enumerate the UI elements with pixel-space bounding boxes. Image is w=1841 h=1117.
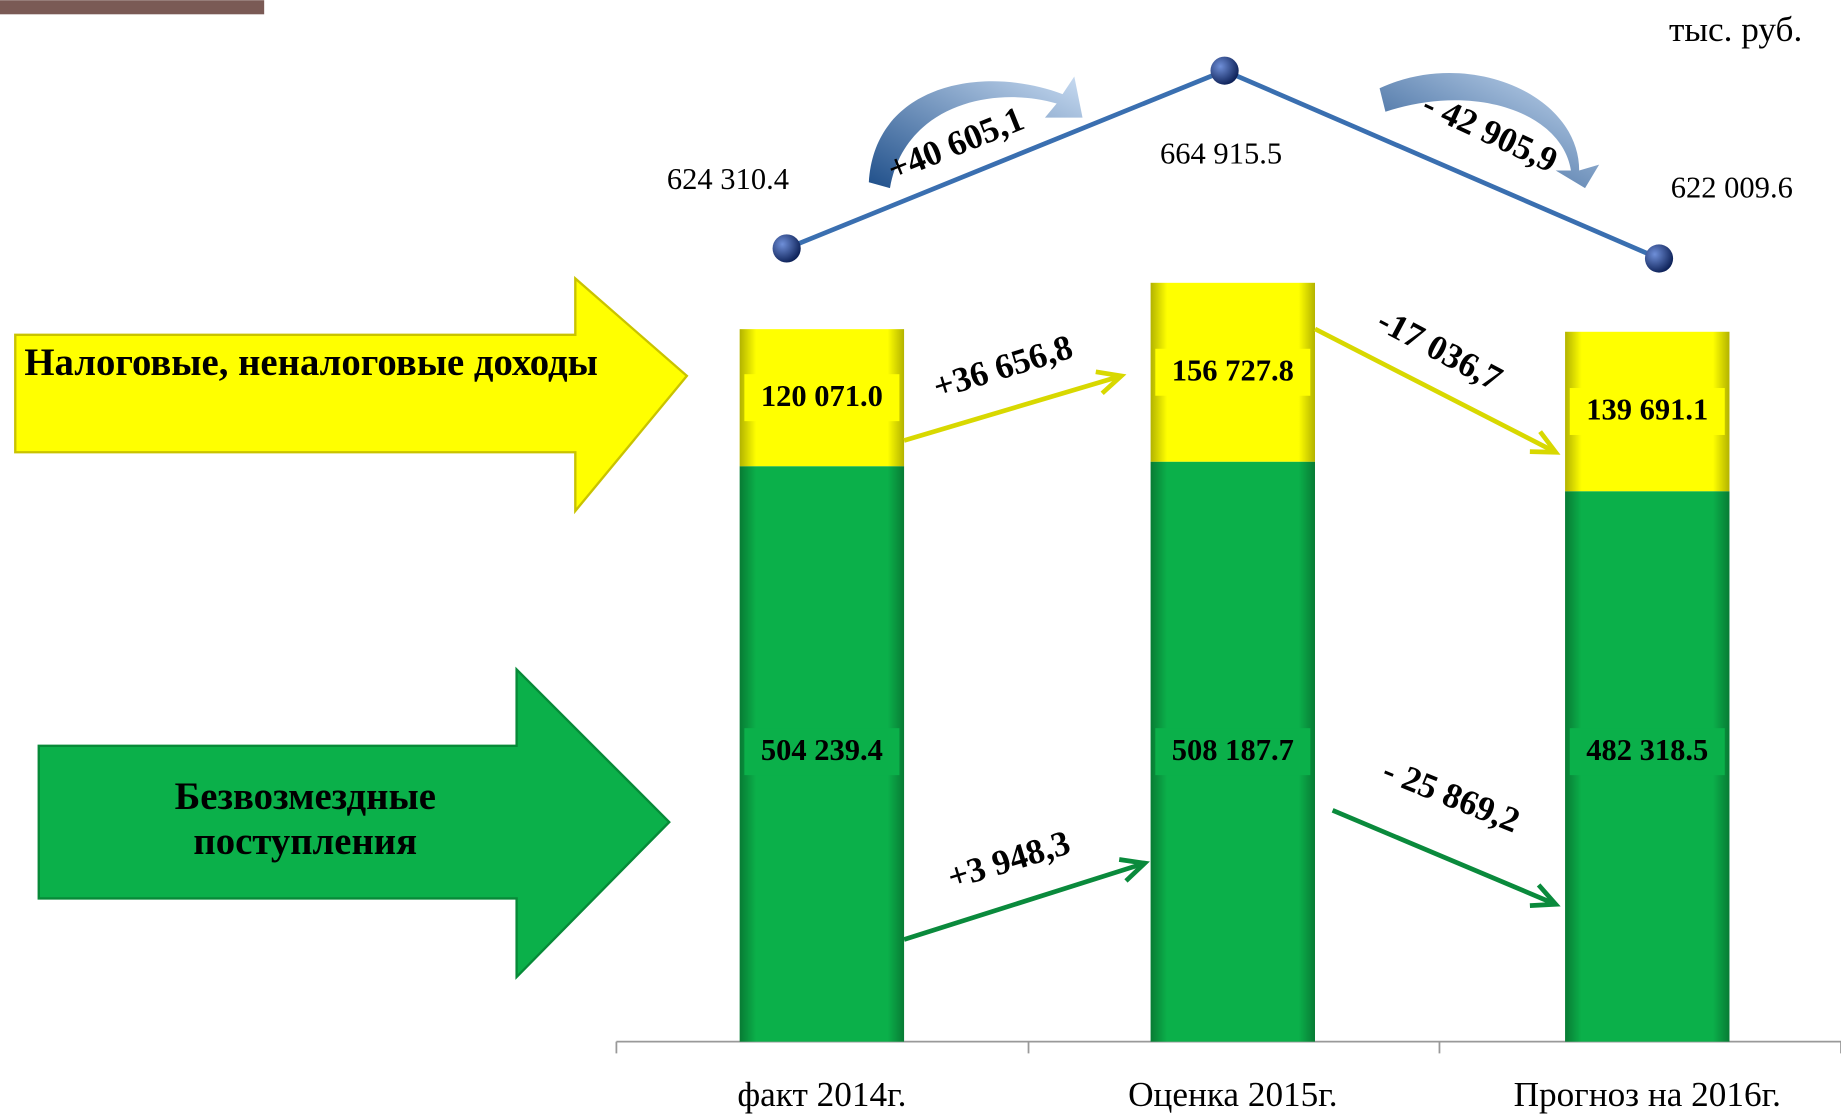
- value-label-box: [1569, 728, 1725, 776]
- totals-point: [1644, 244, 1674, 273]
- totals-point: [1210, 56, 1239, 85]
- value-label: 120 071.0: [761, 379, 883, 413]
- value-label-box: [1569, 388, 1725, 435]
- value-label: 156 727.8: [1172, 353, 1294, 387]
- value-label-box: [1155, 348, 1311, 396]
- legend-entry: Налоговые, неналоговые доходы: [24, 341, 598, 385]
- legend-text: Безвозмездные поступления: [174, 776, 436, 864]
- totals-label: 664 915.5: [1160, 136, 1282, 170]
- x-tick-label: факт 2014г.: [737, 1075, 906, 1114]
- change-arrow: [1331, 808, 1557, 907]
- value-label-box: [744, 728, 900, 776]
- change-arrow: [903, 860, 1146, 942]
- unit-label: тыс. руб.: [1669, 10, 1802, 49]
- value-label-box: [1155, 728, 1311, 776]
- change-arrowhead: [1095, 369, 1127, 396]
- value-label: 482 318.5: [1586, 733, 1708, 767]
- value-label: 139 691.1: [1586, 393, 1708, 427]
- change-curve: [868, 76, 1083, 189]
- totals-label: 622 009.6: [1671, 170, 1793, 204]
- totals-point: [772, 234, 801, 263]
- change-label: - 25 869,2: [1377, 750, 1525, 840]
- change-arrowhead: [1118, 857, 1150, 883]
- legend-text: Налоговые, неналоговые доходы: [24, 341, 598, 385]
- change-arrowhead: [1529, 430, 1561, 455]
- x-tick-label: Оценка 2015г.: [1128, 1075, 1338, 1114]
- totals-label: 624 310.4: [667, 162, 789, 196]
- change-label: -17 036,7: [1371, 301, 1509, 399]
- change-arrow: [1313, 326, 1557, 455]
- decoration: [0, 0, 265, 15]
- value-label-box: [744, 374, 900, 422]
- x-tick-label: Прогноз на 2016г.: [1514, 1075, 1781, 1114]
- change-curve: [1379, 73, 1600, 189]
- change-label: +3 948,3: [943, 823, 1075, 897]
- change-arrowhead: [1529, 883, 1561, 908]
- legend-entry: Безвозмездные поступления: [174, 776, 436, 864]
- legend-arrow: [37, 666, 671, 980]
- value-label: 504 239.4: [761, 733, 883, 767]
- legend-arrow: [14, 275, 689, 515]
- value-label: 508 187.7: [1172, 733, 1294, 767]
- change-arrow: [903, 373, 1122, 443]
